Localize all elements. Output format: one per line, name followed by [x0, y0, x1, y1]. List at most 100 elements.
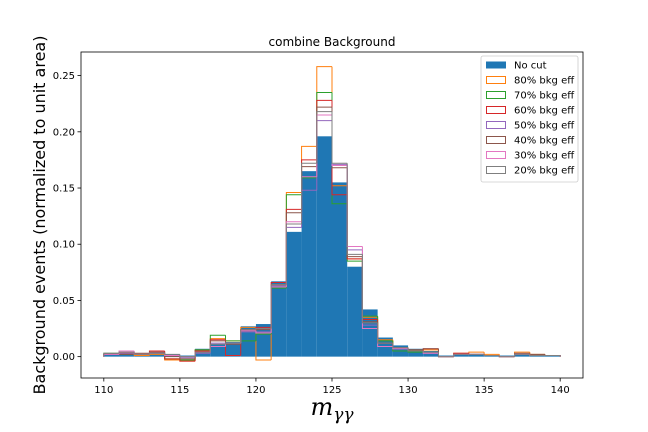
legend-item: 60% bkg eff [486, 106, 575, 117]
step-segment [179, 354, 196, 358]
step-segment [118, 351, 135, 354]
step-segment [361, 261, 378, 317]
legend-label: 70% bkg eff [514, 91, 575, 102]
legend-label: 30% bkg eff [514, 151, 575, 162]
step-segment [377, 317, 393, 341]
bar [271, 281, 287, 357]
legend-item: 30% bkg eff [486, 151, 575, 162]
step-segment [331, 114, 348, 167]
bar [179, 355, 196, 357]
step-segment [346, 163, 363, 255]
bar [240, 326, 256, 357]
y-tick-label: 0.25 [53, 71, 75, 82]
legend-swatch [486, 61, 506, 69]
step-segment [255, 330, 272, 334]
step-segment [133, 352, 150, 355]
bar [301, 171, 317, 357]
step-segment [179, 358, 196, 362]
x-tick-label: 140 [551, 385, 570, 396]
step-segment [316, 111, 332, 164]
step-segment [179, 356, 196, 360]
legend-swatch [486, 91, 506, 99]
legend-swatch [486, 121, 506, 129]
bar [484, 355, 500, 357]
legend-label: 80% bkg eff [514, 76, 575, 87]
step-segment [437, 352, 454, 358]
step-segment [544, 355, 561, 357]
step-segment [392, 343, 409, 349]
step-segment [331, 111, 348, 164]
x-axis-label-subscript: γγ [333, 405, 354, 425]
legend-label: 60% bkg eff [514, 106, 575, 117]
x-tick-label: 120 [246, 385, 265, 396]
step-segment [225, 342, 241, 345]
step-segment [483, 352, 500, 355]
legend-label: No cut [514, 61, 547, 72]
step-segment [346, 164, 363, 251]
step-segment [346, 203, 363, 262]
step-segment [529, 353, 545, 355]
step-segment [164, 353, 180, 355]
bar [103, 353, 120, 357]
legend-swatch [486, 166, 506, 174]
x-tick-label: 125 [322, 385, 341, 396]
step-segment [301, 162, 317, 224]
step-segment [209, 343, 226, 353]
bar [286, 231, 302, 357]
step-segment [316, 66, 332, 147]
step-segment [468, 351, 485, 354]
step-segment [346, 194, 363, 260]
y-tick-label: 0.15 [53, 184, 75, 195]
step-segment [270, 284, 287, 329]
step-segment [514, 353, 530, 357]
series-no-cut [103, 136, 561, 357]
step-segment [103, 352, 120, 357]
step-segment [483, 354, 500, 357]
legend-item: No cut [486, 61, 547, 72]
bar [423, 351, 439, 357]
step-segment [346, 165, 363, 247]
step-segment [422, 348, 439, 350]
bar [514, 354, 530, 357]
step-segment [346, 167, 363, 258]
series-20-bkg-eff [103, 111, 561, 358]
bar [468, 354, 485, 357]
bar [408, 348, 424, 357]
bar [316, 136, 332, 357]
x-tick-label: 130 [399, 385, 418, 396]
legend-label: 40% bkg eff [514, 136, 575, 147]
bar [453, 354, 469, 357]
x-axis-ticks: 110 115 120 125 130 135 140 [94, 378, 570, 396]
legend-label: 50% bkg eff [514, 121, 575, 132]
step-segment [437, 348, 454, 358]
step-segment [361, 254, 378, 324]
step-segment [240, 329, 256, 344]
step-segment [285, 223, 302, 285]
legend-item: 80% bkg eff [486, 76, 575, 87]
step-segment [148, 352, 165, 355]
step-segment [331, 100, 348, 196]
y-axis-label: Background events (normalized to unit ar… [30, 36, 49, 395]
y-tick-label: 0.10 [53, 240, 75, 251]
step-segment [377, 316, 393, 342]
step-segment [422, 351, 439, 353]
step-segment [498, 355, 515, 358]
legend-swatch [486, 151, 506, 159]
step-segment [437, 348, 454, 358]
step-segment [331, 120, 348, 165]
x-axis-label-main: m [310, 393, 333, 421]
step-segment [346, 185, 363, 260]
y-tick-label: 0.05 [53, 296, 75, 307]
x-tick-label: 135 [475, 385, 494, 396]
legend-item: 70% bkg eff [486, 91, 575, 102]
y-axis-ticks: 0.00 0.05 0.10 0.15 0.20 0.25 [53, 71, 81, 363]
y-tick-label: 0.00 [53, 352, 75, 363]
legend-item: 20% bkg eff [486, 166, 575, 177]
legend-item: 40% bkg eff [486, 136, 575, 147]
bar [544, 355, 561, 357]
step-segment [255, 328, 272, 330]
step-segment [133, 351, 150, 355]
bar [377, 337, 393, 357]
y-tick-label: 0.20 [53, 127, 75, 138]
